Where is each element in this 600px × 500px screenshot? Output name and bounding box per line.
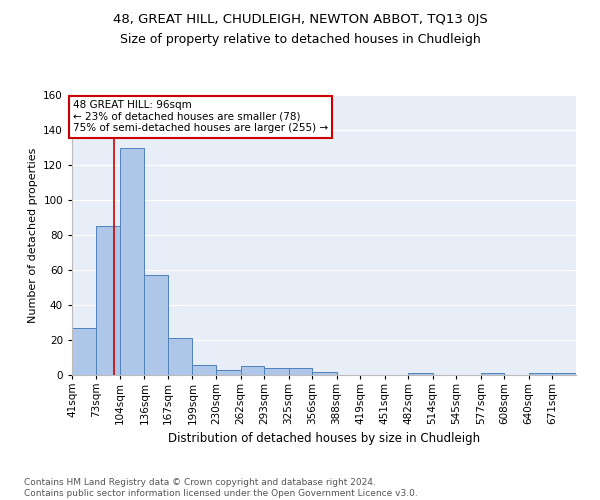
Bar [408, 373, 433, 375]
Bar [216, 370, 241, 375]
Y-axis label: Number of detached properties: Number of detached properties [28, 148, 38, 322]
Bar [529, 373, 553, 375]
Bar [312, 372, 337, 375]
Text: Contains HM Land Registry data © Crown copyright and database right 2024.
Contai: Contains HM Land Registry data © Crown c… [24, 478, 418, 498]
Bar [289, 368, 312, 375]
Text: 48 GREAT HILL: 96sqm
← 23% of detached houses are smaller (78)
75% of semi-detac: 48 GREAT HILL: 96sqm ← 23% of detached h… [73, 100, 328, 134]
Bar [553, 373, 576, 375]
Bar [145, 275, 168, 375]
Bar [120, 148, 145, 375]
Bar [168, 338, 193, 375]
Bar [241, 366, 264, 375]
X-axis label: Distribution of detached houses by size in Chudleigh: Distribution of detached houses by size … [168, 432, 480, 446]
Bar [97, 226, 120, 375]
Bar [72, 328, 97, 375]
Text: Size of property relative to detached houses in Chudleigh: Size of property relative to detached ho… [119, 32, 481, 46]
Bar [264, 368, 289, 375]
Text: 48, GREAT HILL, CHUDLEIGH, NEWTON ABBOT, TQ13 0JS: 48, GREAT HILL, CHUDLEIGH, NEWTON ABBOT,… [113, 12, 487, 26]
Bar [193, 364, 216, 375]
Bar [481, 373, 505, 375]
